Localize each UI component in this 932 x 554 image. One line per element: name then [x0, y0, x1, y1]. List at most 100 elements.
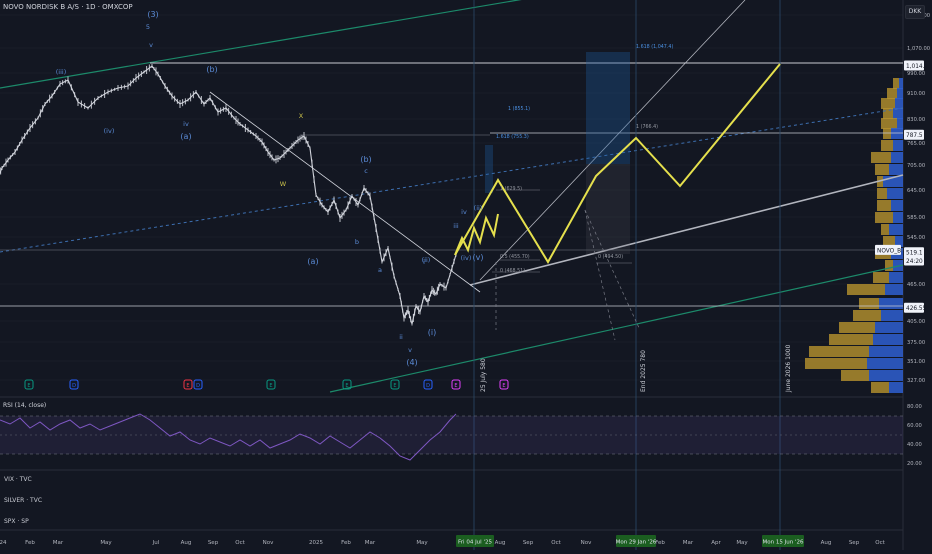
projection-box-gray	[586, 164, 630, 254]
vp-bar-buy	[883, 236, 895, 247]
channel-lower	[329, 264, 904, 393]
time-tick: Nov	[263, 540, 274, 546]
spx-pane-label[interactable]: SPX · SP	[4, 518, 29, 525]
vp-bar-sell	[889, 272, 903, 283]
symbol-header[interactable]: NOVO NORDISK B A/S · 1D · OMXCOP	[3, 3, 133, 11]
price-label: 787.5	[906, 133, 923, 139]
event-marker: E	[27, 383, 30, 389]
wave-label: c	[364, 167, 368, 175]
time-highlight: Mon 29 Jan '26	[616, 540, 657, 546]
wave-label: (4)	[406, 358, 417, 367]
price-tick: 830.00	[907, 117, 925, 123]
time-tick: May	[100, 540, 112, 546]
vp-bar-sell	[869, 346, 903, 357]
price-label: 519.1	[906, 251, 923, 257]
event-marker-box	[266, 379, 276, 390]
event-marker-box	[390, 379, 400, 390]
vp-bar-buy	[859, 298, 879, 309]
vp-bar-sell	[895, 236, 903, 247]
event-marker-box	[183, 379, 193, 390]
vertical-note: 25 July 580	[480, 358, 487, 392]
fib-label: 0.5 (455.70)	[500, 254, 530, 260]
white-trendline-2	[479, 0, 746, 281]
time-tick: 24	[0, 540, 7, 546]
currency-button[interactable]: DKK	[905, 5, 925, 19]
price-label-box	[904, 129, 924, 140]
rsi-line	[0, 413, 457, 461]
vp-bar-buy	[881, 140, 893, 151]
wave-label: a	[378, 266, 382, 274]
wave-label: (a)	[307, 257, 318, 266]
wave-label: (v)	[473, 253, 484, 262]
vp-bar-buy	[847, 284, 885, 295]
time-axis: 24 Feb Mar May Jul Aug Sep Oct Nov 2025 Feb Mar May A…	[0, 535, 886, 547]
vp-bar-buy	[875, 164, 889, 175]
wave-label: (ii)	[422, 256, 431, 264]
vp-bar-sell	[869, 370, 903, 381]
vp-bar-sell	[891, 200, 903, 211]
price-tick: 990.00	[907, 71, 925, 77]
rsi-pane-label[interactable]: RSI (14, close)	[3, 402, 47, 409]
white-trendline-3	[209, 91, 481, 293]
fib-label: 1.618 (1,047.4)	[636, 44, 673, 50]
event-marker-box	[193, 379, 203, 390]
wave-label: (3)	[147, 10, 158, 19]
wave-label: ii	[399, 333, 403, 341]
price-label-box	[904, 60, 924, 71]
rsi-tick: 40.00	[907, 442, 922, 448]
wave-label: (ii)	[474, 204, 483, 212]
price-tick: 910.00	[907, 91, 925, 97]
wave-labels: (3)5v(iii)(iv)(b)(a)ivXW(b)cb(a)a(ii)(i)…	[56, 10, 484, 367]
price-tick: 1,070.00	[907, 46, 930, 52]
wave-label: v	[408, 346, 412, 354]
rsi-tick: 20.00	[907, 461, 922, 467]
fib-label: 1.618 (755.3)	[496, 134, 529, 140]
price-tick: 327.00	[907, 378, 925, 384]
fib-label: 1 (629.5)	[500, 186, 522, 192]
time-tick: Mar	[365, 540, 376, 546]
vertical-note: End 2025 780	[640, 350, 647, 392]
vp-bar-sell	[889, 224, 903, 235]
event-marker: E	[454, 383, 457, 389]
vp-bar-buy	[877, 200, 891, 211]
vp-bar-sell	[893, 212, 903, 223]
price-tick: 405.00	[907, 319, 925, 325]
time-highlight-box	[762, 535, 804, 547]
event-marker: D	[426, 383, 430, 389]
dotted-trendline	[0, 107, 904, 253]
vp-bar-sell	[879, 298, 903, 309]
vp-bar-sell	[883, 176, 903, 187]
vp-bar-buy	[883, 108, 893, 119]
price-tick: 545.00	[907, 235, 925, 241]
fib-label: 1 (855.1)	[508, 106, 530, 112]
time-tick: Jul	[152, 540, 160, 546]
price-tick: 351.00	[907, 359, 925, 365]
event-marker: D	[72, 383, 76, 389]
vp-bar-sell	[889, 164, 903, 175]
time-tick: Sep	[849, 540, 860, 546]
vp-bar-sell	[887, 188, 903, 199]
vp-bar-buy	[877, 188, 887, 199]
time-tick: Feb	[25, 540, 35, 546]
rsi-tick: 60.00	[907, 423, 922, 429]
event-marker-box	[451, 379, 461, 390]
vp-bar-sell	[867, 358, 903, 369]
vp-bar-sell	[897, 88, 903, 99]
silver-pane-label[interactable]: SILVER · TVC	[4, 497, 43, 504]
time-tick: Oct	[875, 540, 885, 546]
event-marker: E	[186, 383, 189, 389]
vp-bar-sell	[899, 78, 903, 89]
price-label: 426.55	[906, 306, 927, 312]
wave-label: (b)	[360, 155, 371, 164]
vp-bar-buy	[875, 212, 893, 223]
vp-bar-sell	[893, 108, 903, 119]
vp-bar-buy	[839, 322, 875, 333]
vp-bar-buy	[893, 78, 899, 89]
time-tick: Feb	[655, 540, 665, 546]
event-marker: D	[196, 383, 200, 389]
vix-pane-label[interactable]: VIX · TVC	[4, 476, 32, 483]
event-marker: E	[345, 383, 348, 389]
vp-bar-buy	[885, 260, 893, 271]
vp-bar-sell	[873, 334, 903, 345]
